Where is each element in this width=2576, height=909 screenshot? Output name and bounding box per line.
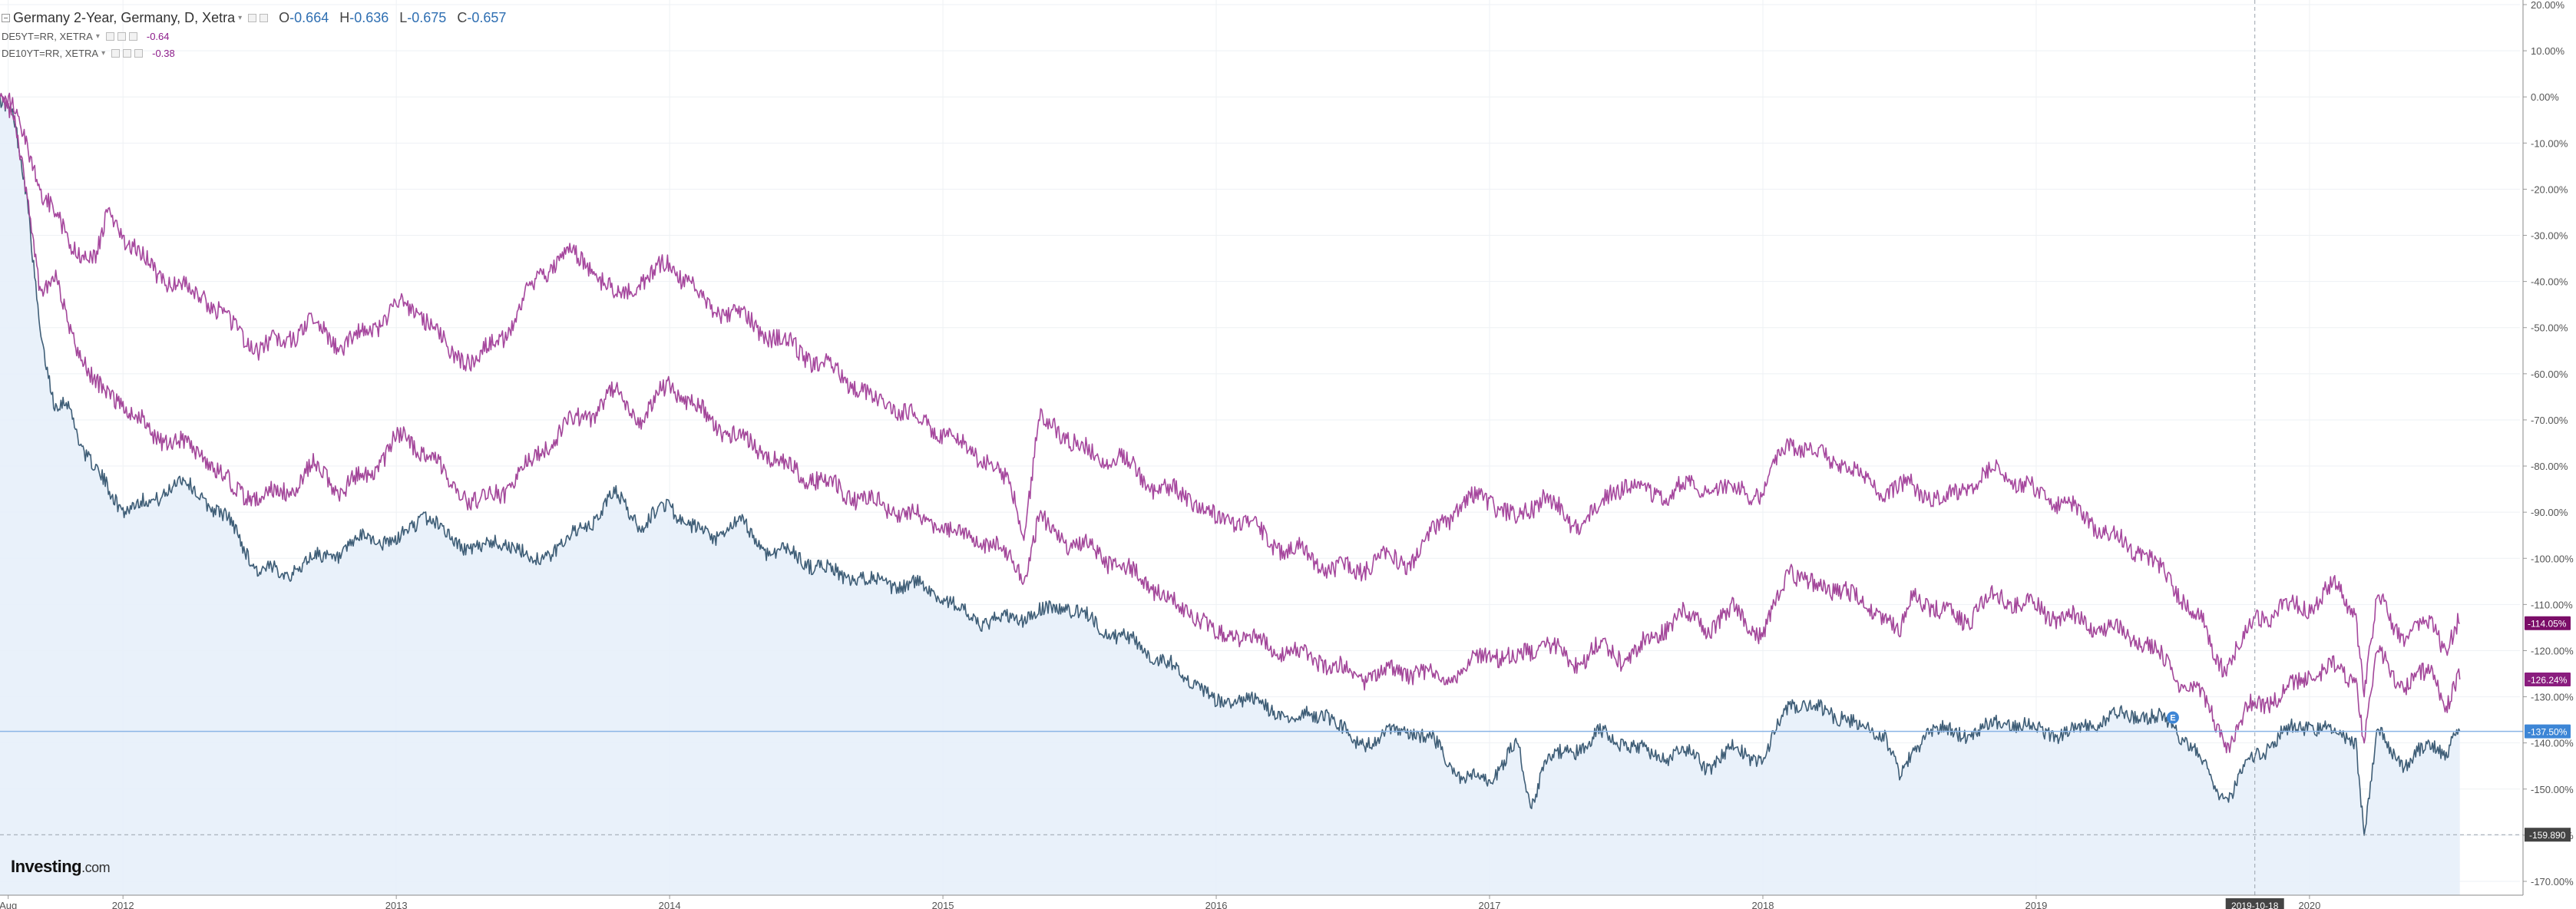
y-tick-label: -170.00% bbox=[2531, 876, 2574, 888]
collapse-icon[interactable] bbox=[2, 13, 10, 22]
y-tick-label: 0.00% bbox=[2531, 91, 2559, 103]
series-10y-value: -0.38 bbox=[152, 47, 175, 59]
series-5y-label: DE5YT=RR, XETRA bbox=[2, 30, 93, 42]
last-value-badge bbox=[2525, 724, 2571, 739]
y-tick-label: -30.00% bbox=[2531, 230, 2568, 242]
area-layer bbox=[0, 97, 2460, 896]
chevron-down-icon[interactable]: ▾ bbox=[238, 13, 243, 22]
legend-main-row: Germany 2-Year, Germany, D, Xetra ▾ O-0.… bbox=[2, 8, 517, 28]
y-tick-label: -140.00% bbox=[2531, 738, 2574, 749]
logo-domain: .com bbox=[81, 860, 111, 875]
chevron-down-icon[interactable]: ▾ bbox=[95, 31, 100, 41]
x-tick-label: Aug bbox=[0, 900, 17, 909]
close-square-icon[interactable] bbox=[134, 48, 144, 58]
legend-series-10y: DE10YT=RR, XETRA ▾ -0.38 bbox=[2, 45, 517, 61]
y-tick-label: -90.00% bbox=[2531, 507, 2568, 518]
y-tick-label: 20.00% bbox=[2531, 0, 2565, 11]
y-tick-label: -130.00% bbox=[2531, 692, 2574, 703]
y-tick-label: -100.00% bbox=[2531, 553, 2574, 564]
ohlc-low: L-0.675 bbox=[399, 9, 447, 25]
hide-square-icon[interactable] bbox=[123, 48, 132, 58]
event-marker-glyph: E bbox=[2170, 714, 2175, 723]
close-square-icon[interactable] bbox=[128, 31, 137, 41]
series-line-de10y bbox=[0, 92, 2460, 698]
settings-square-icon[interactable] bbox=[111, 48, 121, 58]
x-tick-label: 2016 bbox=[1205, 900, 1228, 909]
y-tick-label: -60.00% bbox=[2531, 369, 2568, 380]
y-tick-label: -120.00% bbox=[2531, 645, 2574, 656]
legend-series-5y: DE5YT=RR, XETRA ▾ -0.64 bbox=[2, 28, 517, 45]
settings-square-icon[interactable] bbox=[105, 31, 114, 41]
investing-logo: Investing.com bbox=[11, 857, 111, 877]
y-tick-label: -10.00% bbox=[2531, 137, 2568, 149]
y-tick-label: -20.00% bbox=[2531, 183, 2568, 195]
hide-square-icon[interactable] bbox=[260, 13, 269, 22]
y-tick-label: 10.00% bbox=[2531, 45, 2565, 57]
y-tick-label: -110.00% bbox=[2531, 599, 2573, 610]
last-value-badge bbox=[2525, 672, 2571, 686]
ohlc-high: H-0.636 bbox=[339, 9, 389, 25]
crosshair-price-label: -159.890 bbox=[2529, 830, 2566, 841]
crosshair-price-badge bbox=[2525, 828, 2571, 842]
last-value-badge-label: -137.50% bbox=[2528, 727, 2568, 738]
y-tick-label: -150.00% bbox=[2531, 784, 2574, 795]
x-tick-label: 2015 bbox=[932, 900, 954, 909]
x-tick-label: 2014 bbox=[659, 900, 681, 909]
series-lines bbox=[0, 92, 2461, 836]
chevron-down-icon[interactable]: ▾ bbox=[101, 48, 106, 58]
main-series-title: Germany 2-Year, Germany, D, Xetra bbox=[13, 9, 236, 25]
last-value-badge-label: -114.05% bbox=[2528, 619, 2567, 630]
series-area-de2y bbox=[0, 97, 2460, 896]
settings-square-icon[interactable] bbox=[248, 13, 257, 22]
ohlc-close: C-0.657 bbox=[457, 9, 507, 25]
last-value-badge-label: -126.24% bbox=[2528, 675, 2568, 686]
crosshair-date-badge bbox=[2225, 898, 2284, 909]
y-tick-label: -80.00% bbox=[2531, 461, 2568, 472]
y-tick-label: -50.00% bbox=[2531, 322, 2568, 334]
series-5y-value: -0.64 bbox=[146, 30, 170, 42]
y-tick-label: -70.00% bbox=[2531, 415, 2568, 426]
ohlc-open: O-0.664 bbox=[279, 9, 329, 25]
y-tick-label: -40.00% bbox=[2531, 276, 2568, 288]
series-line-de5y bbox=[0, 92, 2461, 754]
series-line-de2y bbox=[0, 96, 2461, 836]
x-tick-label: 2018 bbox=[1752, 900, 1774, 909]
series-10y-label: DE10YT=RR, XETRA bbox=[2, 47, 99, 59]
x-tick-label: 2012 bbox=[112, 900, 134, 909]
crosshair-date-label: 2019-10-18 bbox=[2231, 901, 2279, 909]
x-tick-label: 2013 bbox=[385, 900, 408, 909]
overlays: E bbox=[0, 0, 2523, 895]
x-tick-label: 2019 bbox=[2025, 900, 2047, 909]
logo-name: Investing bbox=[11, 857, 82, 876]
hide-square-icon[interactable] bbox=[117, 31, 126, 41]
last-value-badge bbox=[2525, 616, 2571, 630]
legend: Germany 2-Year, Germany, D, Xetra ▾ O-0.… bbox=[2, 8, 517, 61]
x-tick-label: 2017 bbox=[1479, 900, 1501, 909]
event-marker-icon bbox=[2166, 711, 2179, 724]
x-tick-label: 2020 bbox=[2298, 900, 2320, 909]
